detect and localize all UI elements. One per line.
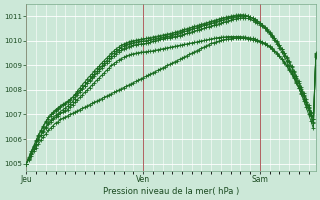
X-axis label: Pression niveau de la mer( hPa ): Pression niveau de la mer( hPa ) — [103, 187, 239, 196]
